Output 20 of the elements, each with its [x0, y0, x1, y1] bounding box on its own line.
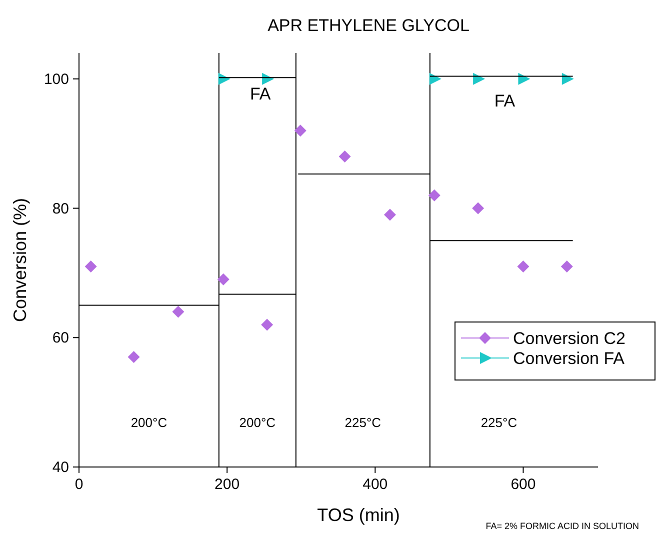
y-axis-title: Conversion (%)	[10, 198, 30, 322]
annotation: 225°C	[480, 415, 518, 430]
annotation: 200°C	[130, 415, 168, 430]
y-tick-label: 40	[52, 459, 69, 476]
y-tick-label: 100	[44, 70, 69, 88]
annotation: 200°C	[239, 415, 276, 430]
chart-title: APR ETHYLENE GLYCOL	[268, 16, 470, 35]
annotation: 225°C	[344, 415, 382, 430]
x-tick-label: 0	[74, 476, 84, 493]
x-tick-label: 200	[214, 476, 240, 493]
annotation: FA	[250, 84, 272, 104]
annotation: FA	[494, 91, 516, 110]
legend-label: Conversion C2	[513, 329, 626, 348]
legend-label: Conversion FA	[513, 349, 626, 368]
x-tick-label: 400	[362, 476, 388, 493]
x-axis-title: TOS (min)	[317, 505, 400, 525]
y-tick-label: 60	[52, 330, 69, 347]
y-tick-label: 80	[52, 200, 69, 218]
x-tick-label: 600	[510, 476, 536, 493]
text: FA= 2% FORMIC ACID IN SOLUTION	[486, 521, 639, 531]
